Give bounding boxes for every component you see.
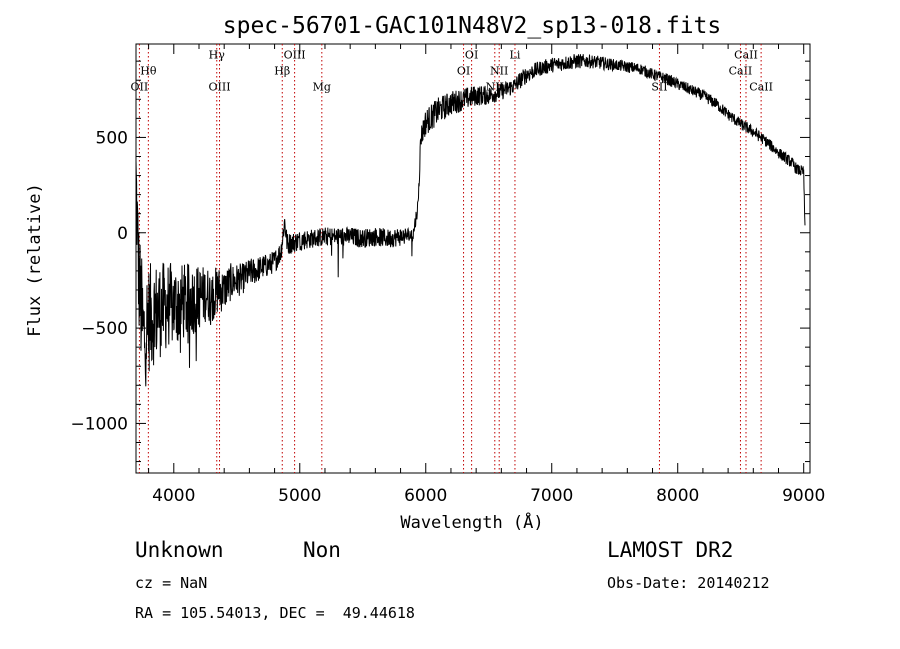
observation-date: Obs-Date: 20140212 (607, 574, 770, 592)
line-marker-label: Hθ (140, 65, 157, 78)
object-subclass: Non (303, 538, 341, 562)
y-axis-label: Flux (relative) (25, 183, 45, 337)
y-tick-label: −500 (81, 319, 128, 339)
line-marker-label: CaII (729, 65, 753, 78)
line-marker-label: Hβ (274, 65, 290, 78)
redshift-readout: cz = NaN (135, 574, 208, 592)
x-axis-label: Wavelength (Å) (400, 511, 543, 533)
y-axis: −1000 −500 0 500 (70, 60, 810, 463)
x-tick-label: 4000 (152, 486, 195, 506)
x-axis: 4000 5000 6000 7000 8000 9000 (148, 44, 825, 506)
line-marker-label: SII (651, 81, 667, 94)
line-marker-label: OIII (208, 81, 230, 94)
spectrum (136, 54, 806, 387)
y-tick-label: −1000 (70, 414, 128, 434)
line-markers: OIIHθHγOIIIHβOIIIMgOIOINIINIILiSIICaIICa… (131, 44, 773, 473)
chart-title: spec-56701-GAC101N48V2_sp13-018.fits (223, 13, 722, 39)
line-marker-label: NII (490, 65, 508, 78)
coordinates-readout: RA = 105.54013, DEC = 49.44618 (135, 604, 415, 622)
line-marker-label: OII (131, 81, 149, 94)
line-marker-label: OIII (284, 48, 306, 61)
y-tick-label: 500 (96, 128, 128, 148)
line-marker-label: OI (465, 48, 478, 61)
line-marker-label: CaII (734, 48, 758, 61)
line-marker-label: Hγ (209, 48, 226, 61)
line-marker-label: Li (510, 48, 521, 61)
spectrum-line (136, 54, 806, 387)
x-tick-label: 7000 (530, 486, 573, 506)
x-tick-label: 6000 (404, 486, 447, 506)
x-tick-label: 9000 (782, 486, 825, 506)
line-marker-label: CaII (749, 81, 773, 94)
x-tick-label: 8000 (656, 486, 699, 506)
line-marker-label: Mg (313, 81, 331, 94)
line-marker-label: OI (457, 65, 470, 78)
y-tick-label: 0 (117, 224, 128, 244)
x-tick-label: 5000 (278, 486, 321, 506)
plot-area: OIIHθHγOIIIHβOIIIMgOIOINIINIILiSIICaIICa… (70, 43, 825, 506)
plot-frame (135, 43, 811, 474)
object-class: Unknown (135, 538, 224, 562)
survey-name: LAMOST DR2 (607, 538, 734, 562)
